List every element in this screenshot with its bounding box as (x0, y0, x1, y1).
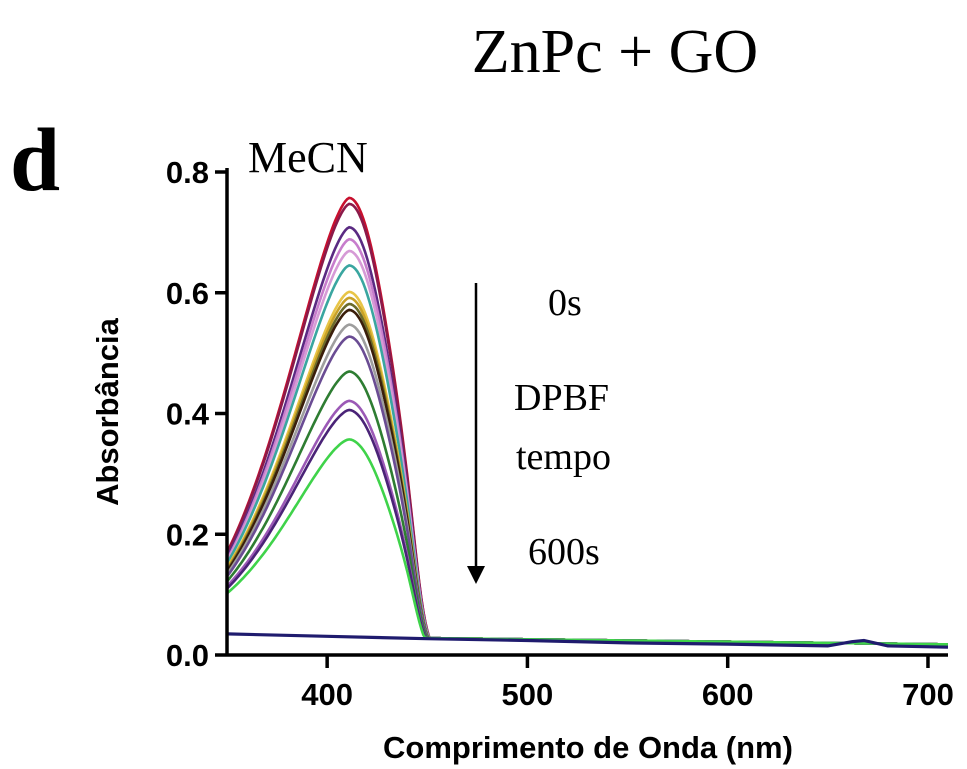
solvent-label: MeCN (248, 133, 368, 182)
y-axis-label: Absorbância (90, 317, 125, 506)
x-tick-label: 600 (702, 677, 754, 712)
y-tick-label: 0.4 (166, 397, 210, 432)
annotation-end: 600s (528, 531, 600, 573)
x-tick-label: 700 (902, 677, 954, 712)
time-arrow-head (467, 566, 485, 584)
panel-label: d (10, 111, 60, 210)
annotation-tempo: tempo (516, 436, 611, 478)
series-layer (227, 196, 948, 649)
x-tick-label: 400 (301, 677, 353, 712)
y-tick-label: 0.2 (166, 517, 209, 552)
x-axis-label: Comprimento de Onda (nm) (383, 730, 793, 765)
y-tick-label: 0.0 (166, 638, 209, 673)
time-arrow (467, 283, 485, 584)
series-line (227, 323, 948, 646)
y-tick-label: 0.8 (166, 155, 209, 190)
series-line (227, 196, 948, 646)
series-line (227, 438, 948, 646)
x-tick-label: 500 (502, 677, 554, 712)
axes: 0.0 0.2 0.4 0.6 0.8 400 500 600 700 (166, 155, 954, 712)
chart-title: ZnPc + GO (472, 18, 758, 86)
y-tick-label: 0.6 (166, 276, 209, 311)
annotation-start: 0s (548, 282, 582, 324)
annotation-dpbf: DPBF (514, 377, 609, 419)
baseline-series-line (227, 632, 948, 649)
